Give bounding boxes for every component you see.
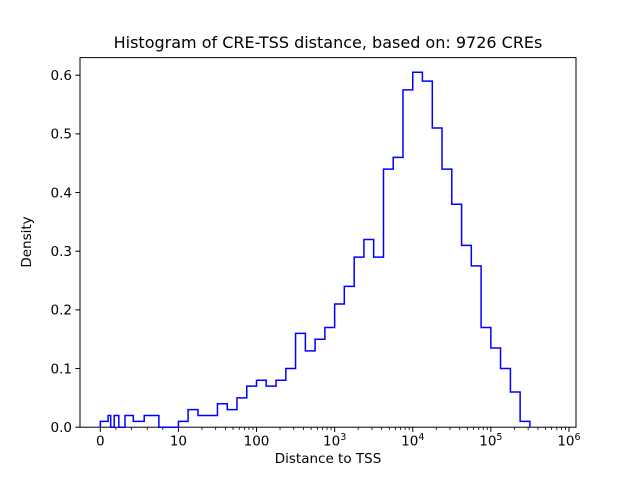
x-tick-label: 104 [401,432,424,450]
chart-title: Histogram of CRE-TSS distance, based on:… [114,33,543,52]
axes: 0.0 0.1 0.2 0.3 0.4 0.5 0.6 0 10 100 103 104 105 106 [51,57,581,450]
y-tick-label: 0.6 [51,68,72,84]
x-tick-label: 103 [323,432,346,450]
plot-border [79,57,577,428]
x-tick-label: 100 [244,434,270,450]
y-tick-label: 0.3 [51,244,72,260]
y-tick-label: 0.2 [51,303,72,319]
x-tick-label: 106 [557,432,580,450]
histogram-step-path [99,71,531,428]
y-tick-label: 0.4 [51,185,72,201]
x-axis-label: Distance to TSS [275,451,382,467]
y-tick-label: 0.5 [51,127,72,143]
x-tick-label: 10 [170,434,187,450]
y-axis-label: Density [19,216,35,267]
y-tick-label: 0.1 [51,361,72,377]
x-tick-label: 0 [96,434,105,450]
y-tick-label: 0.0 [51,420,72,436]
histogram-step-series [99,71,531,428]
x-tick-label: 105 [479,432,502,450]
